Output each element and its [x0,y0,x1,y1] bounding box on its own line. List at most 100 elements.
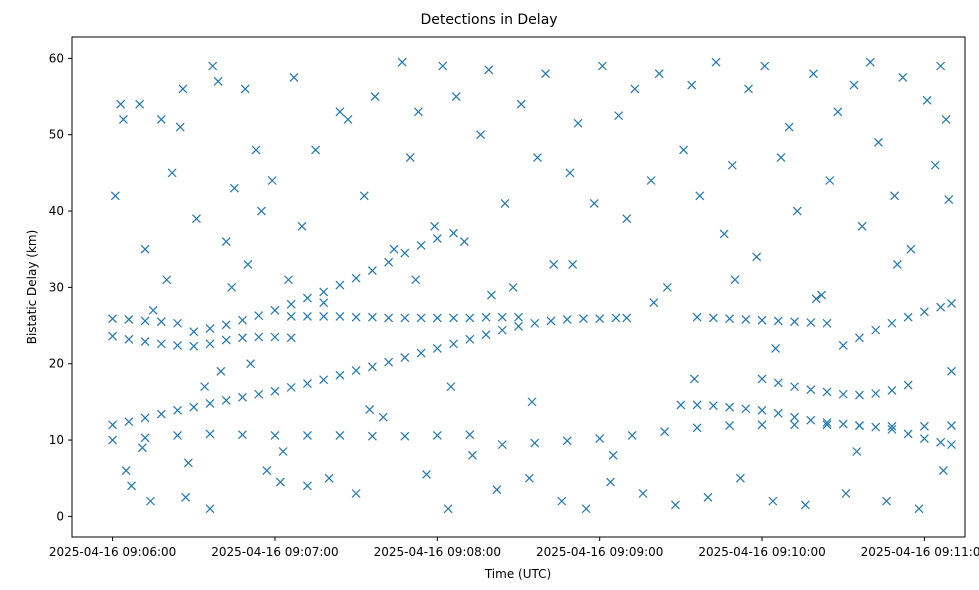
data-point [378,412,388,422]
data-point [384,257,394,267]
data-point [256,206,266,216]
data-point [947,366,956,376]
data-point [741,404,751,414]
x-axis-label: Time (UTC) [484,567,551,581]
data-point [947,440,956,450]
data-point [614,111,624,121]
data-point [451,92,461,101]
data-point [857,221,867,231]
y-tick-label: 0 [56,509,64,523]
data-point [533,153,542,163]
data-point [768,496,778,506]
data-point [855,421,864,430]
data-point [871,422,881,432]
data-point [611,313,621,323]
data-point [367,362,377,372]
data-point [173,405,182,415]
data-point [530,438,540,448]
data-point [108,314,118,324]
data-point [741,315,751,324]
data-point [725,402,734,412]
series-5 [676,400,956,450]
data-point [855,390,864,400]
data-point [711,57,721,67]
data-point [936,61,946,71]
data-point [597,61,607,71]
data-point [108,331,118,341]
data-point [286,299,296,309]
data-point [903,312,913,322]
data-point [792,206,802,216]
data-point [757,374,767,384]
data-point [173,340,182,350]
data-point [871,325,881,335]
data-point [784,122,794,132]
data-point [527,397,537,407]
data-point [947,421,956,430]
data-point [400,353,410,363]
series-3 [286,311,832,328]
data-point [286,333,296,343]
data-point [497,312,507,322]
data-point [289,73,299,82]
data-point [286,311,296,321]
data-point [930,160,940,170]
data-point [254,332,264,342]
series-4 [108,420,956,450]
data-point [367,312,377,322]
data-point [660,427,670,437]
data-point [806,415,816,425]
data-point [822,420,832,430]
data-point [825,176,835,185]
data-point [148,305,158,315]
data-point [367,431,377,441]
data-point [446,382,456,392]
data-point [213,76,223,86]
data-point [167,168,177,178]
data-point [229,183,239,193]
data-point [267,176,277,185]
data-point [118,115,128,124]
data-point [919,421,929,431]
data-point [679,145,688,155]
data-point [351,489,361,498]
data-point [806,385,816,395]
data-point [938,466,948,476]
data-point [121,466,131,476]
data-point [449,339,458,349]
data-point [416,348,426,358]
data-point [725,314,734,324]
data-point [822,318,832,328]
data-point [208,61,218,71]
data-point [246,359,256,369]
data-point [841,489,851,498]
x-tick-label: 2025-04-16 09:09:00 [536,545,663,559]
data-point [887,421,897,431]
data-point [270,386,280,396]
data-point [430,221,440,231]
data-point [757,315,767,325]
data-point [189,402,199,412]
data-point [903,380,913,390]
data-point [221,395,231,405]
data-point [173,431,182,440]
data-point [508,282,518,292]
data-point [238,392,247,402]
data-point [343,115,353,124]
data-point [492,485,502,495]
data-point [790,382,799,392]
data-point [286,382,296,392]
data-point [890,191,900,201]
data-point [852,447,862,456]
data-point [251,145,261,155]
data-point [156,115,166,124]
data-point [646,176,656,185]
data-point [135,99,145,109]
x-tick-label: 2025-04-16 09:06:00 [49,545,176,559]
data-point [240,84,250,94]
data-point [497,325,507,335]
data-point [773,378,783,388]
data-point [438,61,448,71]
data-point [262,466,272,476]
data-point [579,314,588,324]
